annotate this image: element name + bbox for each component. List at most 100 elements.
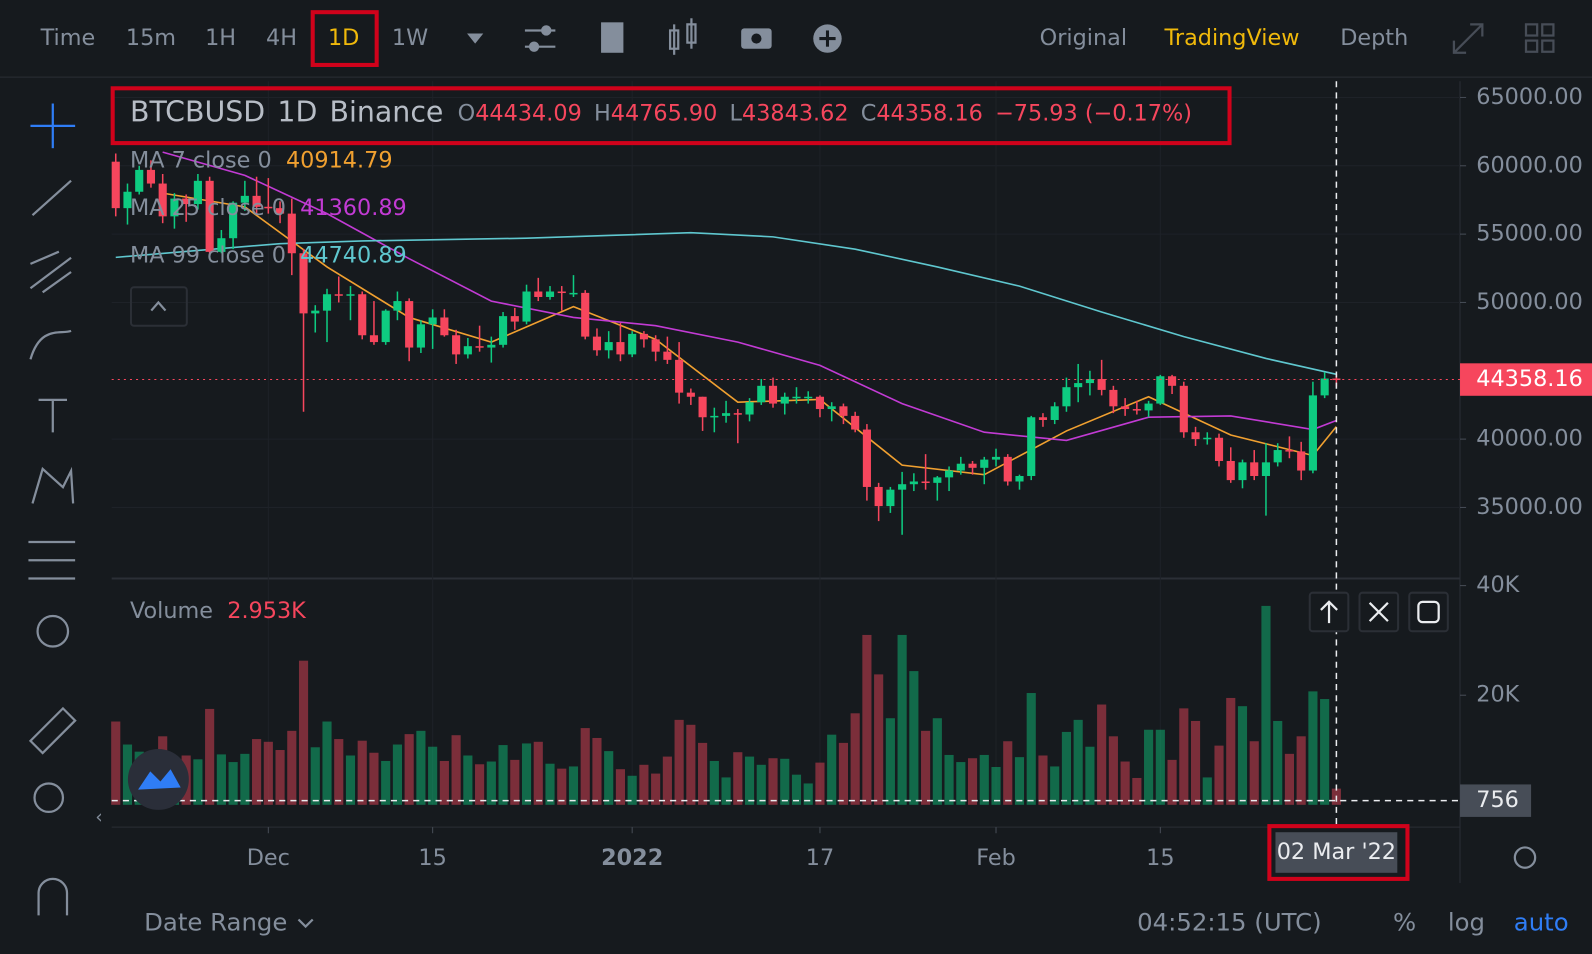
- view-original[interactable]: Original: [1040, 25, 1127, 51]
- volume-bar: [662, 756, 672, 805]
- candle-body: [945, 470, 954, 478]
- candle-body: [956, 463, 965, 471]
- interval: 1D: [277, 96, 317, 129]
- percent-toggle[interactable]: %: [1393, 908, 1416, 937]
- open-value: 44434.09: [475, 100, 582, 126]
- candle-body: [452, 335, 461, 355]
- expand-icon[interactable]: [1452, 23, 1484, 54]
- ruler-tool[interactable]: [28, 706, 77, 755]
- dropdown-icon[interactable]: [467, 33, 484, 44]
- candle-body: [499, 316, 508, 345]
- brush-tool[interactable]: [29, 329, 72, 360]
- candle-body: [909, 481, 918, 485]
- volume-bar: [862, 634, 872, 805]
- candle-body: [745, 402, 754, 415]
- interval-1w[interactable]: 1W: [392, 25, 428, 51]
- interval-1h[interactable]: 1H: [205, 25, 236, 51]
- volume-bar: [1179, 708, 1189, 805]
- crosshair-date-label: 02 Mar '22: [1277, 839, 1396, 865]
- volume-value: 2.953K: [227, 597, 307, 623]
- candle-body: [193, 180, 202, 205]
- pattern-tool[interactable]: [31, 466, 75, 504]
- text-tool[interactable]: [38, 398, 68, 433]
- y-tick-label: 65000.00: [1476, 84, 1583, 110]
- volume-bar: [885, 718, 895, 805]
- open-prefix: O: [458, 100, 476, 126]
- volume-bar: [545, 763, 555, 805]
- candle-body: [733, 413, 742, 415]
- settings-gear[interactable]: [1513, 846, 1537, 869]
- interval-time[interactable]: Time: [40, 25, 96, 51]
- candle-body: [393, 301, 402, 311]
- interval-1d[interactable]: 1D: [328, 25, 359, 51]
- volume-bar: [228, 762, 238, 805]
- candle-body: [1027, 417, 1036, 477]
- volume-bar: [1038, 755, 1048, 805]
- ma-line: [115, 231, 1337, 376]
- volume-tick-label: 40K: [1476, 572, 1520, 598]
- volume-bar: [1261, 605, 1271, 805]
- add-icon[interactable]: [813, 24, 842, 53]
- candle-body: [240, 195, 249, 203]
- candle-body: [1179, 385, 1188, 433]
- collapse-icon[interactable]: [150, 300, 167, 312]
- candle-body: [592, 336, 602, 351]
- candle-body: [722, 413, 731, 416]
- measure-tool[interactable]: [28, 540, 76, 580]
- volume-bar: [1132, 777, 1142, 805]
- emoji-tool[interactable]: [36, 614, 70, 648]
- candle-body: [604, 342, 613, 351]
- candle-body: [123, 191, 132, 209]
- candle-body: [1273, 450, 1282, 463]
- maximize-pane-button[interactable]: [1408, 591, 1449, 633]
- zoom-tool[interactable]: [33, 782, 65, 814]
- volume-label: Volume 2.953K: [130, 597, 307, 623]
- interval-15m[interactable]: 15m: [126, 25, 176, 51]
- candle-body: [639, 333, 648, 340]
- last-price-label: 44358.16: [1476, 366, 1583, 392]
- volume-bar: [1226, 697, 1236, 805]
- x-tick-label: 15: [1146, 845, 1174, 871]
- volume-bar: [1108, 736, 1118, 805]
- ma-legend-entry: MA 25 close 0 41360.89: [130, 195, 407, 221]
- indicators-icon[interactable]: [601, 22, 624, 53]
- scroll-left[interactable]: ‹: [95, 807, 102, 828]
- chart-type-icon[interactable]: [668, 18, 697, 55]
- clock: 04:52:15 (UTC): [1137, 908, 1321, 937]
- candle-body: [886, 489, 895, 507]
- crosshair-tool[interactable]: [30, 103, 76, 149]
- camera-icon[interactable]: [741, 28, 772, 49]
- line-tool[interactable]: [31, 179, 72, 216]
- close-value: 44358.16: [876, 100, 983, 126]
- legend-header: BTCBUSD 1D Binance O44434.09 H44765.90 L43843…: [130, 96, 1192, 129]
- candle-body: [921, 481, 930, 484]
- collapse-button[interactable]: [129, 286, 188, 327]
- candle-body: [968, 463, 977, 468]
- candle-body: [663, 351, 672, 360]
- log-toggle[interactable]: log: [1448, 908, 1485, 937]
- ma-name: MA 99 close 0: [130, 242, 286, 268]
- volume-bar: [1097, 704, 1107, 805]
- candle-body: [710, 415, 719, 418]
- candle-body: [792, 396, 801, 399]
- view-tradingview[interactable]: TradingView: [1164, 25, 1300, 51]
- candle-body: [487, 344, 496, 348]
- volume-bar: [252, 739, 262, 805]
- candle-body: [405, 301, 414, 348]
- volume-bar: [1296, 736, 1306, 805]
- fib-tool[interactable]: [29, 250, 72, 294]
- candle-body: [1121, 406, 1130, 410]
- candle-body: [628, 333, 637, 355]
- interval-4h[interactable]: 4H: [266, 25, 297, 51]
- ma-legend-entry: MA 99 close 0 44740.89: [130, 242, 407, 268]
- layout-icon[interactable]: [1524, 23, 1555, 53]
- volume-bar: [463, 755, 473, 805]
- auto-toggle[interactable]: auto: [1514, 908, 1569, 937]
- ma-value: 40914.79: [286, 147, 393, 173]
- settings-icon[interactable]: [524, 25, 556, 52]
- date-range[interactable]: Date Range: [144, 908, 287, 937]
- candle-body: [416, 324, 425, 348]
- magnet-tool[interactable]: [37, 877, 69, 916]
- view-depth[interactable]: Depth: [1340, 25, 1408, 51]
- date-range-caret[interactable]: [297, 918, 314, 929]
